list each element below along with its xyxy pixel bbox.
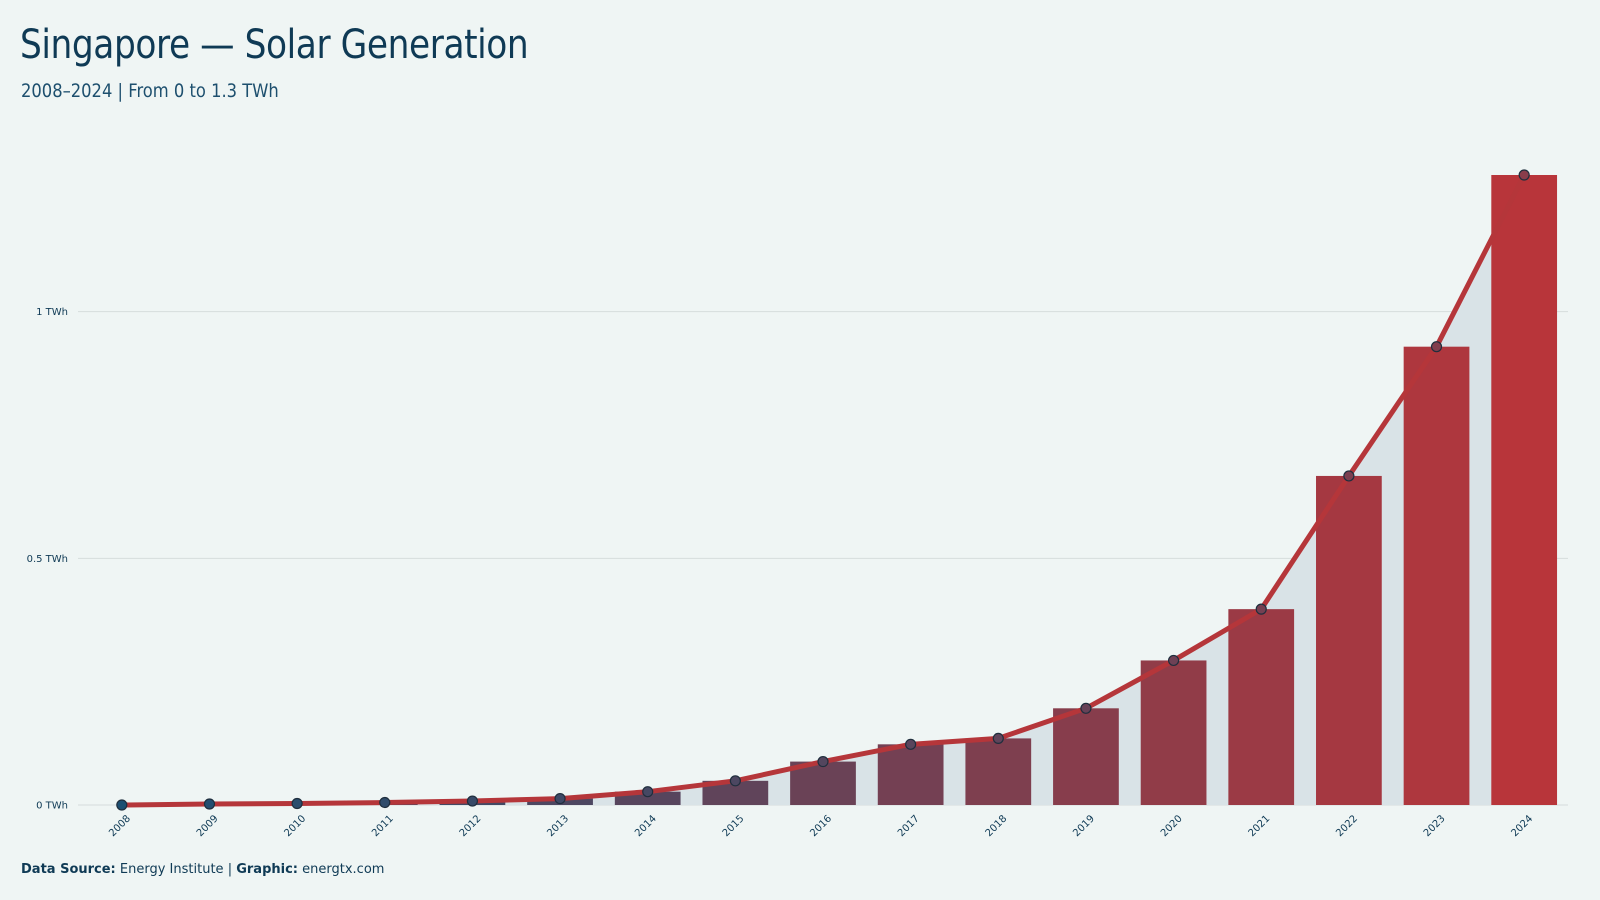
x-axis-ticks: 2008 2009 2010 2011 2012 2013 2014 2015 2016 2017… xyxy=(107,813,1535,839)
marker-2014 xyxy=(642,786,654,798)
chart-title: Singapore — Solar Generation xyxy=(20,22,529,68)
footer-separator: | xyxy=(227,862,233,877)
x-tick-label: 2021 xyxy=(1247,813,1273,839)
bar-2021 xyxy=(1228,609,1295,805)
y-tick-label: 0 TWh xyxy=(36,801,68,812)
marker-2018 xyxy=(992,732,1004,744)
marker-2009 xyxy=(203,798,216,810)
bar-2019 xyxy=(1053,708,1119,805)
bar-2023 xyxy=(1403,346,1470,805)
marker-2016 xyxy=(817,755,829,768)
footer-credits: Data Source: Energy Institute | Graphic:… xyxy=(21,862,384,877)
x-tick-label: 2010 xyxy=(282,813,308,839)
x-tick-label: 2024 xyxy=(1510,813,1536,839)
marker-2011 xyxy=(379,796,391,809)
bar-2018 xyxy=(965,738,1032,805)
marker-2019 xyxy=(1080,702,1092,714)
y-axis-ticks: 0 TWh 0.5 TWh 1 TWh xyxy=(27,307,68,811)
bar-2022 xyxy=(1316,475,1382,805)
data-markers xyxy=(116,169,1530,811)
x-tick-label: 2020 xyxy=(1159,813,1185,839)
source-value: Energy Institute xyxy=(119,862,224,877)
bar-2017 xyxy=(877,744,944,805)
graphic-label: Graphic: xyxy=(236,862,298,877)
x-tick-label: 2014 xyxy=(633,813,659,839)
chart-subtitle: 2008–2024 | From 0 to 1.3 TWh xyxy=(21,80,279,102)
source-label: Data Source: xyxy=(21,862,116,877)
bars xyxy=(176,175,1558,805)
marker-2008 xyxy=(116,799,128,811)
marker-2020 xyxy=(1167,654,1180,667)
marker-2021 xyxy=(1255,603,1267,615)
bar-2024 xyxy=(1491,175,1558,805)
x-tick-label: 2009 xyxy=(195,813,221,839)
x-tick-label: 2008 xyxy=(107,813,133,839)
marker-2015 xyxy=(729,775,741,787)
x-tick-label: 2015 xyxy=(721,813,747,839)
graphic-value: energtx.com xyxy=(302,862,385,877)
marker-2023 xyxy=(1430,341,1443,353)
marker-2010 xyxy=(291,797,303,810)
marker-2017 xyxy=(905,738,917,750)
area-fill xyxy=(121,175,1525,805)
x-tick-label: 2023 xyxy=(1422,813,1448,839)
x-tick-label: 2022 xyxy=(1334,813,1360,839)
x-tick-label: 2016 xyxy=(808,813,834,839)
marker-2012 xyxy=(466,795,479,807)
y-tick-label: 0.5 TWh xyxy=(27,554,68,565)
x-tick-label: 2013 xyxy=(545,813,571,839)
bar-2020 xyxy=(1140,660,1207,805)
x-tick-label: 2011 xyxy=(370,813,396,839)
y-tick-label: 1 TWh xyxy=(36,307,68,318)
trend-area xyxy=(121,175,1525,805)
marker-2024 xyxy=(1518,169,1530,181)
x-tick-label: 2018 xyxy=(984,813,1010,839)
marker-2013 xyxy=(554,792,566,805)
x-tick-label: 2017 xyxy=(896,813,922,839)
x-tick-label: 2019 xyxy=(1071,813,1097,839)
marker-2022 xyxy=(1343,470,1355,482)
x-tick-label: 2012 xyxy=(458,813,484,839)
